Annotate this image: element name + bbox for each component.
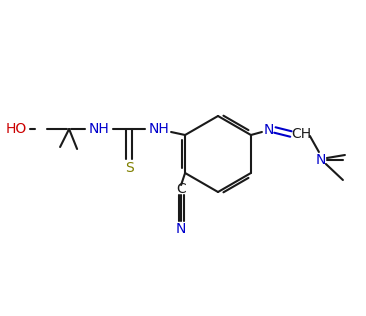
Text: N: N bbox=[176, 222, 186, 236]
Text: NH: NH bbox=[89, 122, 109, 136]
Text: HO: HO bbox=[5, 122, 27, 136]
Text: N: N bbox=[316, 153, 326, 167]
Text: N: N bbox=[264, 123, 274, 137]
Text: S: S bbox=[125, 161, 134, 175]
Text: C: C bbox=[176, 182, 186, 196]
Text: NH: NH bbox=[149, 122, 169, 136]
Text: CH: CH bbox=[291, 127, 311, 141]
